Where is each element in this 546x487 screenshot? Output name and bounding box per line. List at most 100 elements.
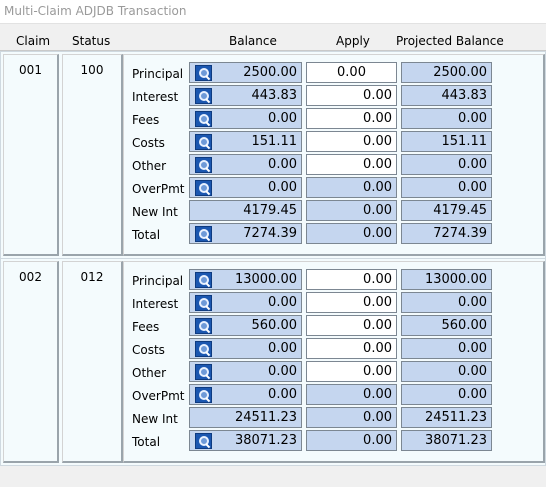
projected-balance-field-overpmt: 0.00 — [401, 177, 492, 198]
apply-value: 0.00 — [363, 88, 392, 103]
magnifier-icon[interactable] — [195, 295, 212, 311]
claim-block: 002 012 Principal 13000.00 0.00 13000.00 Inter… — [0, 258, 546, 466]
header-projected-balance: Projected Balance — [396, 34, 504, 48]
magnifier-icon[interactable] — [195, 111, 212, 127]
apply-field-total: 0.00 — [306, 223, 397, 244]
balance-field-principal: 2500.00 — [189, 62, 302, 83]
balance-value: 151.11 — [251, 134, 298, 149]
magnifier-icon[interactable] — [195, 157, 212, 173]
apply-field-other[interactable]: 0.00 — [306, 154, 397, 175]
projected-balance-field-costs: 151.11 — [401, 131, 492, 152]
apply-field-total: 0.00 — [306, 430, 397, 451]
projected-balance-value: 0.00 — [458, 295, 487, 310]
claim-status: 012 — [80, 270, 104, 284]
apply-field-principal[interactable]: 0.00 — [306, 269, 397, 290]
claim-status-cell: 100 — [62, 54, 123, 256]
balance-field-costs: 0.00 — [189, 338, 302, 359]
magnifier-icon[interactable] — [195, 433, 212, 449]
apply-field-costs[interactable]: 0.00 — [306, 131, 397, 152]
balance-value: 443.83 — [251, 88, 298, 103]
apply-field-interest[interactable]: 0.00 — [306, 85, 397, 106]
magnifier-icon[interactable] — [195, 318, 212, 334]
balance-field-interest: 443.83 — [189, 85, 302, 106]
window-title: Multi-Claim ADJDB Transaction — [4, 4, 187, 18]
projected-balance-field-total: 38071.23 — [401, 430, 492, 451]
magnifier-icon[interactable] — [195, 341, 212, 357]
claim-detail-panel: Principal 13000.00 0.00 13000.00 Interest 0.0… — [123, 261, 545, 463]
magnifier-icon[interactable] — [195, 134, 212, 150]
apply-value: 0.00 — [363, 295, 392, 310]
balance-field-total: 7274.39 — [189, 223, 302, 244]
row-label-new-int: New Int — [132, 412, 178, 426]
claim-status: 100 — [80, 63, 104, 77]
apply-value: 0.00 — [363, 134, 392, 149]
projected-balance-value: 0.00 — [458, 180, 487, 195]
balance-value: 560.00 — [251, 318, 298, 333]
projected-balance-value: 13000.00 — [424, 272, 487, 287]
claim-number: 002 — [19, 270, 42, 284]
apply-field-fees[interactable]: 0.00 — [306, 315, 397, 336]
apply-value: 0.00 — [363, 203, 392, 218]
apply-value: 0.00 — [363, 111, 392, 126]
row-label-other: Other — [132, 159, 167, 173]
apply-value: 0.00 — [363, 318, 392, 333]
projected-balance-value: 443.83 — [441, 88, 488, 103]
balance-field-interest: 0.00 — [189, 292, 302, 313]
balance-value: 0.00 — [268, 341, 297, 356]
header-status: Status — [72, 34, 111, 48]
balance-value: 0.00 — [268, 295, 297, 310]
magnifier-icon[interactable] — [195, 88, 212, 104]
projected-balance-value: 0.00 — [458, 341, 487, 356]
claim-status-cell: 012 — [62, 261, 123, 463]
row-label-costs: Costs — [132, 136, 165, 150]
projected-balance-field-costs: 0.00 — [401, 338, 492, 359]
balance-value: 13000.00 — [234, 272, 297, 287]
magnifier-icon[interactable] — [195, 364, 212, 380]
apply-field-interest[interactable]: 0.00 — [306, 292, 397, 313]
claim-number-cell: 001 — [3, 54, 59, 256]
balance-field-fees: 0.00 — [189, 108, 302, 129]
projected-balance-value: 0.00 — [458, 157, 487, 172]
apply-field-principal[interactable]: 0.00 — [306, 62, 397, 83]
apply-field-new-int: 0.00 — [306, 407, 397, 428]
claim-number-cell: 002 — [3, 261, 59, 463]
balance-field-principal: 13000.00 — [189, 269, 302, 290]
row-label-overpmt: OverPmt — [132, 182, 185, 196]
magnifier-icon[interactable] — [195, 65, 212, 81]
balance-value: 7274.39 — [243, 226, 297, 241]
projected-balance-field-other: 0.00 — [401, 154, 492, 175]
apply-value: 0.00 — [337, 65, 366, 80]
row-label-fees: Fees — [132, 320, 160, 334]
magnifier-icon[interactable] — [195, 272, 212, 288]
balance-field-new-int: 24511.23 — [189, 407, 302, 428]
projected-balance-value: 560.00 — [441, 318, 488, 333]
projected-balance-field-fees: 560.00 — [401, 315, 492, 336]
row-label-fees: Fees — [132, 113, 160, 127]
balance-field-new-int: 4179.45 — [189, 200, 302, 221]
projected-balance-field-fees: 0.00 — [401, 108, 492, 129]
apply-value: 0.00 — [363, 226, 392, 241]
row-label-new-int: New Int — [132, 205, 178, 219]
apply-value: 0.00 — [363, 410, 392, 425]
apply-field-other[interactable]: 0.00 — [306, 361, 397, 382]
row-label-overpmt: OverPmt — [132, 389, 185, 403]
row-label-total: Total — [132, 435, 161, 449]
claim-number: 001 — [19, 63, 42, 77]
header-apply: Apply — [336, 34, 370, 48]
projected-balance-field-total: 7274.39 — [401, 223, 492, 244]
magnifier-icon[interactable] — [195, 180, 212, 196]
projected-balance-value: 0.00 — [458, 111, 487, 126]
apply-field-costs[interactable]: 0.00 — [306, 338, 397, 359]
magnifier-icon[interactable] — [195, 226, 212, 242]
balance-field-total: 38071.23 — [189, 430, 302, 451]
apply-value: 0.00 — [363, 157, 392, 172]
projected-balance-field-interest: 0.00 — [401, 292, 492, 313]
row-label-principal: Principal — [132, 67, 184, 81]
apply-value: 0.00 — [363, 180, 392, 195]
projected-balance-value: 0.00 — [458, 387, 487, 402]
magnifier-icon[interactable] — [195, 387, 212, 403]
header-balance: Balance — [229, 34, 277, 48]
apply-field-new-int: 0.00 — [306, 200, 397, 221]
apply-field-fees[interactable]: 0.00 — [306, 108, 397, 129]
row-label-interest: Interest — [132, 297, 179, 311]
